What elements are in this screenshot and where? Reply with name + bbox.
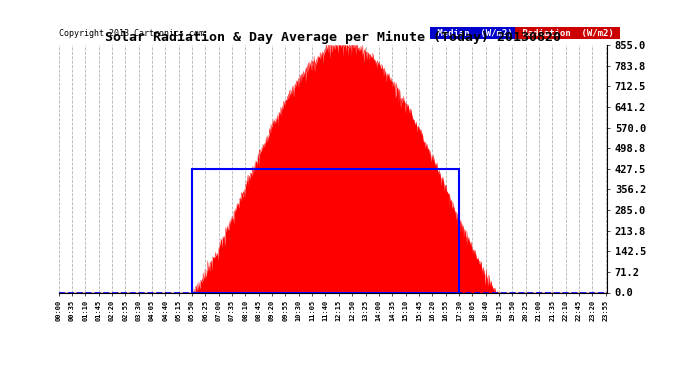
Text: Radiation  (W/m2): Radiation (W/m2) [517, 28, 619, 38]
Title: Solar Radiation & Day Average per Minute (Today) 20130820: Solar Radiation & Day Average per Minute… [105, 31, 561, 44]
Bar [192, 169, 459, 292]
Text: Copyright 2013 Cartronics.com: Copyright 2013 Cartronics.com [59, 28, 204, 38]
Text: Median  (W/m2): Median (W/m2) [432, 28, 518, 38]
